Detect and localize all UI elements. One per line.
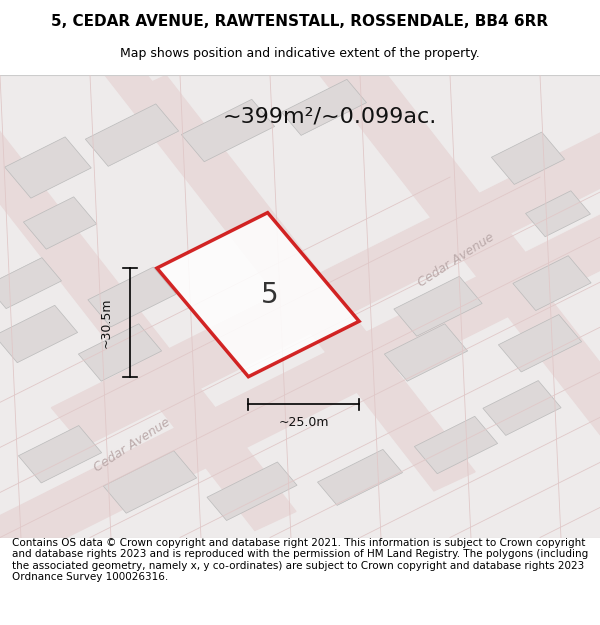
Text: 5: 5	[261, 281, 279, 309]
Polygon shape	[0, 305, 77, 362]
Polygon shape	[513, 256, 591, 311]
Polygon shape	[394, 276, 482, 336]
Text: Cedar Avenue: Cedar Avenue	[415, 231, 497, 289]
Polygon shape	[88, 267, 176, 327]
Polygon shape	[125, 76, 475, 491]
Text: 5, CEDAR AVENUE, RAWTENSTALL, ROSSENDALE, BB4 6RR: 5, CEDAR AVENUE, RAWTENSTALL, ROSSENDALE…	[52, 14, 548, 29]
Text: ~25.0m: ~25.0m	[278, 416, 329, 429]
Polygon shape	[281, 0, 559, 310]
Text: ~30.5m: ~30.5m	[100, 297, 112, 348]
Polygon shape	[0, 258, 61, 309]
Polygon shape	[0, 36, 296, 531]
Polygon shape	[491, 132, 565, 184]
Text: Contains OS data © Crown copyright and database right 2021. This information is : Contains OS data © Crown copyright and d…	[12, 538, 588, 582]
Polygon shape	[526, 191, 590, 237]
Polygon shape	[317, 449, 403, 506]
Polygon shape	[5, 137, 91, 198]
Text: ~399m²/~0.099ac.: ~399m²/~0.099ac.	[223, 107, 437, 127]
Polygon shape	[415, 416, 497, 474]
Polygon shape	[181, 99, 275, 162]
Polygon shape	[85, 104, 179, 166]
Polygon shape	[483, 381, 561, 436]
Polygon shape	[103, 451, 197, 513]
Polygon shape	[23, 197, 97, 249]
Polygon shape	[0, 162, 600, 625]
Text: Map shows position and indicative extent of the property.: Map shows position and indicative extent…	[120, 48, 480, 61]
Text: Cedar Avenue: Cedar Avenue	[91, 416, 173, 474]
Polygon shape	[385, 324, 467, 381]
Polygon shape	[499, 314, 581, 372]
Polygon shape	[52, 55, 600, 446]
Polygon shape	[157, 213, 359, 377]
Polygon shape	[41, 0, 319, 310]
Polygon shape	[281, 79, 367, 136]
Polygon shape	[79, 324, 161, 381]
Polygon shape	[304, 36, 600, 531]
Polygon shape	[19, 426, 101, 483]
Polygon shape	[207, 462, 297, 521]
